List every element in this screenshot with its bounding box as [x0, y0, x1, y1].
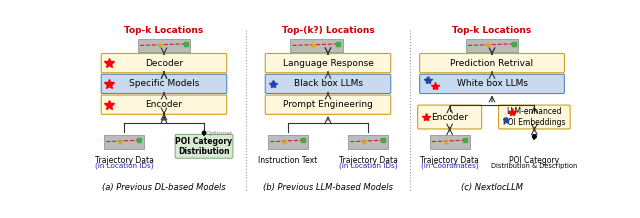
FancyBboxPatch shape — [420, 53, 564, 73]
FancyBboxPatch shape — [138, 39, 190, 52]
Text: Language Response: Language Response — [283, 59, 373, 68]
FancyBboxPatch shape — [291, 39, 342, 52]
Text: Trajectory Data: Trajectory Data — [339, 156, 397, 165]
FancyBboxPatch shape — [499, 105, 570, 129]
Text: White box LLMs: White box LLMs — [456, 79, 527, 89]
FancyBboxPatch shape — [466, 39, 518, 52]
FancyBboxPatch shape — [104, 135, 144, 149]
Text: (in Location IDs): (in Location IDs) — [339, 162, 397, 169]
Text: Encoder: Encoder — [145, 100, 182, 109]
Text: (a) Previous DL-based Models: (a) Previous DL-based Models — [102, 183, 226, 192]
Text: POI Category
Distribution: POI Category Distribution — [175, 137, 232, 156]
FancyBboxPatch shape — [268, 135, 308, 149]
Text: Black box LLMs: Black box LLMs — [294, 79, 362, 89]
Circle shape — [532, 135, 536, 138]
FancyBboxPatch shape — [101, 74, 227, 94]
Text: Encoder: Encoder — [431, 112, 468, 121]
Text: Instruction Text: Instruction Text — [259, 156, 317, 165]
Text: Prompt Engineering: Prompt Engineering — [283, 100, 373, 109]
Polygon shape — [532, 136, 536, 139]
Text: (b) Previous LLM-based Models: (b) Previous LLM-based Models — [263, 183, 393, 192]
Text: POI Category: POI Category — [509, 156, 559, 165]
Text: LLM-enhanced
POI Embeddings: LLM-enhanced POI Embeddings — [503, 107, 566, 127]
Text: (in Coordinates): (in Coordinates) — [421, 162, 479, 169]
Polygon shape — [202, 133, 205, 135]
Text: Top-k Locations: Top-k Locations — [124, 26, 204, 35]
FancyBboxPatch shape — [101, 53, 227, 73]
Text: Top-k Locations: Top-k Locations — [452, 26, 532, 35]
Text: Trajectory Data: Trajectory Data — [420, 156, 479, 165]
Text: Decoder: Decoder — [145, 59, 183, 68]
FancyBboxPatch shape — [265, 53, 391, 73]
FancyBboxPatch shape — [420, 74, 564, 94]
FancyBboxPatch shape — [265, 74, 391, 94]
Text: (c) NextlocLLM: (c) NextlocLLM — [461, 183, 523, 192]
FancyBboxPatch shape — [348, 135, 388, 149]
Text: Top-(k?) Locations: Top-(k?) Locations — [282, 26, 374, 35]
Text: Optional: Optional — [206, 131, 233, 136]
FancyBboxPatch shape — [175, 134, 233, 158]
FancyBboxPatch shape — [429, 135, 470, 149]
Text: Specific Models: Specific Models — [129, 79, 199, 89]
FancyBboxPatch shape — [418, 105, 482, 129]
Text: (in Location IDs): (in Location IDs) — [95, 162, 153, 169]
FancyBboxPatch shape — [101, 95, 227, 114]
FancyBboxPatch shape — [265, 95, 391, 114]
Text: Prediction Retrival: Prediction Retrival — [451, 59, 534, 68]
Text: Trajectory Data: Trajectory Data — [95, 156, 154, 165]
Text: Distribution & Description: Distribution & Description — [492, 163, 577, 169]
Circle shape — [202, 131, 205, 135]
